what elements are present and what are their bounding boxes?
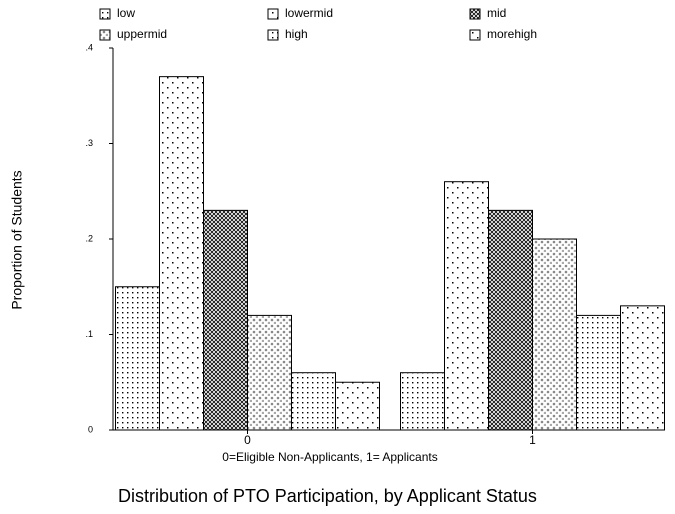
y-tick-label: 0 (88, 424, 93, 434)
bar (620, 305, 665, 431)
x-tick-label: 0 (244, 433, 251, 447)
chart-title: Distribution of PTO Participation, by Ap… (118, 486, 537, 506)
legend-label: lowermid (285, 6, 333, 20)
legend-swatch (99, 29, 111, 41)
legend-label: low (117, 6, 135, 20)
x-tick-label: 1 (529, 433, 536, 447)
bar (400, 372, 445, 431)
bar (335, 381, 380, 431)
legend-label: uppermid (117, 27, 167, 41)
legend-swatch (99, 8, 111, 20)
bar (532, 238, 577, 431)
bar (444, 181, 489, 431)
bar (576, 314, 621, 431)
bar (291, 372, 336, 431)
legend-label: high (285, 27, 308, 41)
bar (203, 209, 248, 431)
x-axis-title: 0=Eligible Non-Applicants, 1= Applicants (222, 450, 437, 464)
legend-label: morehigh (487, 27, 537, 41)
legend-swatch (469, 8, 481, 20)
legend-label: mid (487, 6, 506, 20)
legend-swatch (469, 29, 481, 41)
legend-swatch (267, 8, 279, 20)
bar (159, 76, 204, 431)
legend-swatch (267, 29, 279, 41)
bar (247, 314, 292, 431)
y-tick-label: .2 (85, 233, 93, 243)
y-tick-label: .3 (85, 138, 93, 148)
y-axis-title: Proportion of Students (9, 170, 25, 309)
bar (488, 209, 533, 431)
bar (115, 286, 160, 431)
y-tick-label: .4 (85, 42, 93, 52)
y-tick-label: .1 (85, 329, 93, 339)
